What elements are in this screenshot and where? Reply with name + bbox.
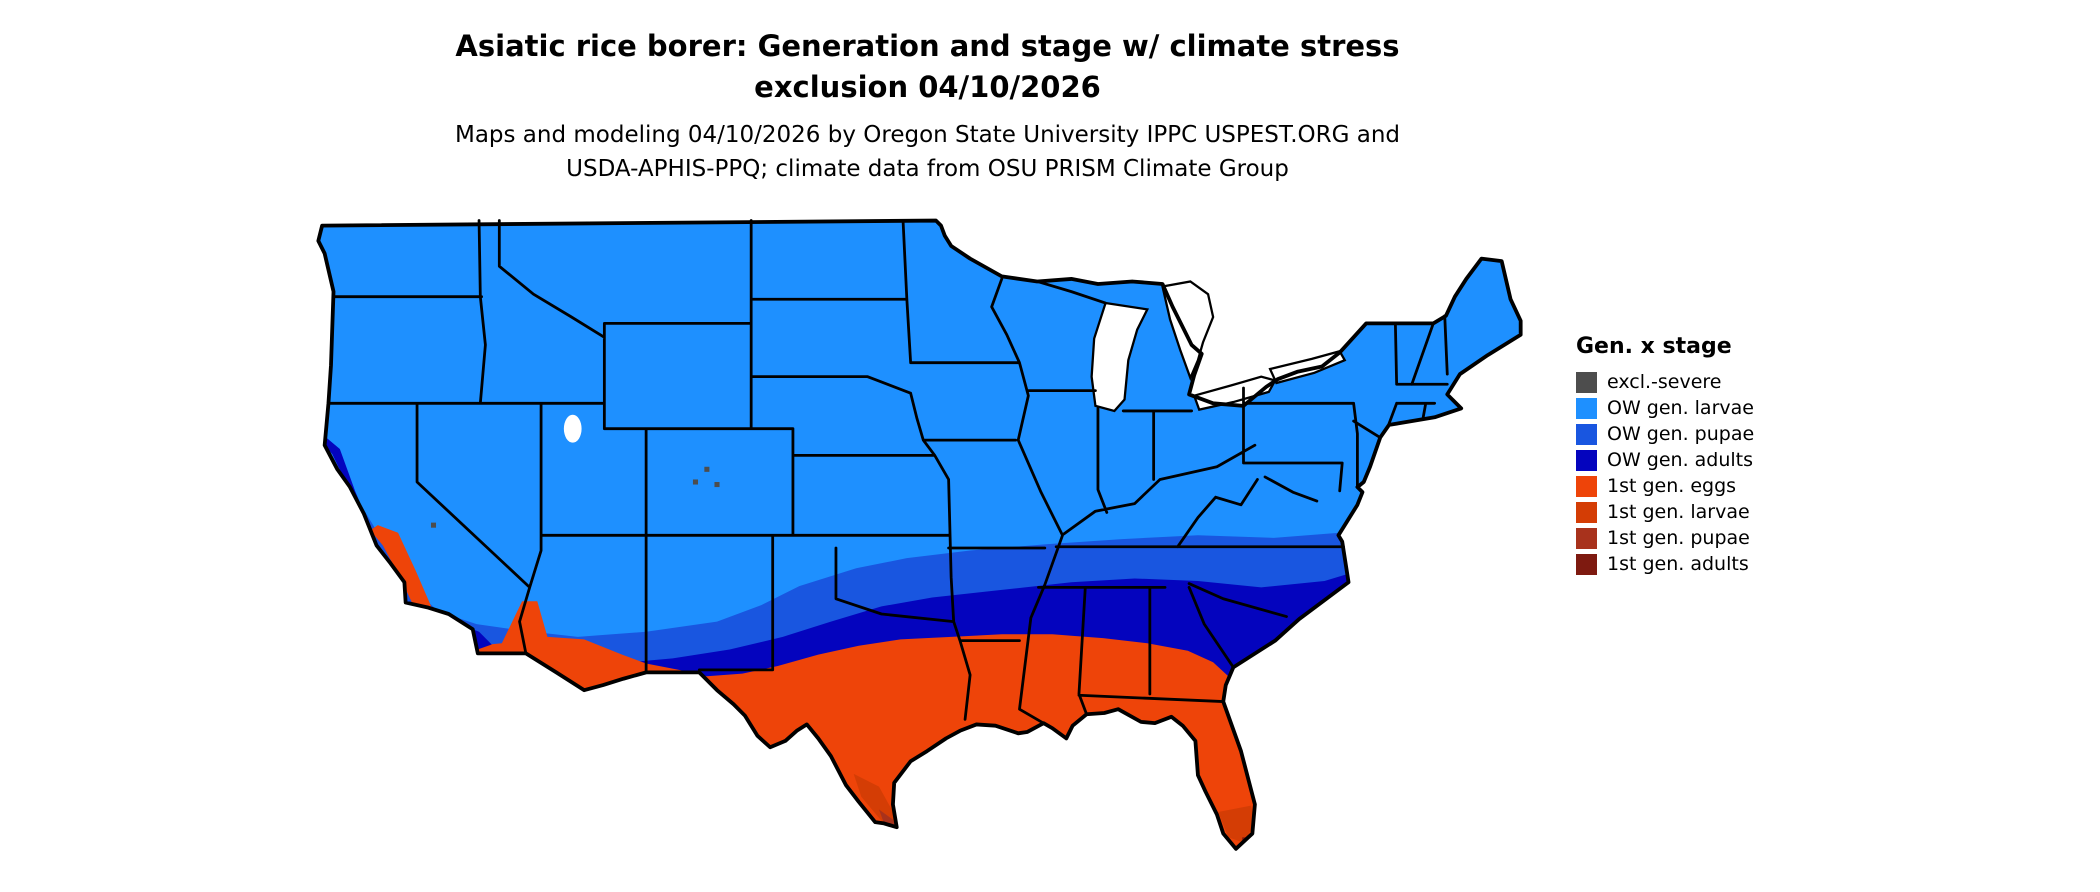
us-outline	[316, 218, 1523, 851]
legend-item-label: excl.-severe	[1607, 371, 1722, 393]
zone-excl-severe-speck	[704, 466, 710, 472]
legend-item: excl.-severe	[1576, 369, 1876, 395]
zone-excl-severe-speck	[430, 522, 437, 528]
legend-item: 1st gen. pupae	[1576, 525, 1876, 551]
legend-item: OW gen. adults	[1576, 447, 1876, 473]
figure-title: Asiatic rice borer: Generation and stage…	[0, 26, 1855, 108]
legend-item: OW gen. pupae	[1576, 421, 1876, 447]
great-lakes	[1090, 280, 1347, 413]
legend-color-swatch	[1576, 501, 1597, 523]
legend-item-label: 1st gen. pupae	[1607, 527, 1750, 549]
legend-color-swatch	[1576, 475, 1597, 497]
us-map-svg	[316, 218, 1523, 851]
legend-title: Gen. x stage	[1576, 334, 1732, 359]
zone-excl-severe-speck	[714, 482, 720, 488]
zone-1st-larvae-fl	[1218, 805, 1255, 843]
us-map	[312, 218, 1527, 878]
figure-subtitle: Maps and modeling 04/10/2026 by Oregon S…	[0, 118, 1855, 186]
lake-erie	[1192, 375, 1277, 411]
legend-item: 1st gen. adults	[1576, 551, 1876, 577]
state-borders	[327, 219, 1449, 725]
legend-color-swatch	[1576, 527, 1597, 549]
legend-color-swatch	[1576, 553, 1597, 575]
subtitle-line-2: USDA-APHIS-PPQ; climate data from OSU PR…	[566, 156, 1289, 182]
zone-1st-larvae-tx	[853, 773, 897, 828]
legend-item-label: 1st gen. adults	[1607, 553, 1749, 575]
title-line-1: Asiatic rice borer: Generation and stage…	[455, 29, 1400, 63]
zone-excl-severe-speck	[692, 479, 699, 485]
legend-color-swatch	[1576, 449, 1597, 471]
legend-item-label: OW gen. adults	[1607, 449, 1754, 471]
title-line-2: exclusion 04/10/2026	[754, 70, 1101, 104]
legend-color-swatch	[1576, 397, 1597, 419]
legend-item: 1st gen. larvae	[1576, 499, 1876, 525]
legend-color-swatch	[1576, 423, 1597, 445]
legend-item-label: 1st gen. eggs	[1607, 475, 1737, 497]
legend-item: OW gen. larvae	[1576, 395, 1876, 421]
legend-color-swatch	[1576, 371, 1597, 393]
legend: Gen. x stage excl.-severe OW gen. larvae…	[1576, 334, 1876, 577]
lake-michigan	[1090, 301, 1150, 413]
legend-item-label: 1st gen. larvae	[1607, 501, 1750, 523]
great-salt-lake	[563, 414, 582, 443]
legend-item: 1st gen. eggs	[1576, 473, 1876, 499]
legend-item-label: OW gen. pupae	[1607, 423, 1755, 445]
legend-item-label: OW gen. larvae	[1607, 397, 1754, 419]
subtitle-line-1: Maps and modeling 04/10/2026 by Oregon S…	[454, 122, 1401, 148]
